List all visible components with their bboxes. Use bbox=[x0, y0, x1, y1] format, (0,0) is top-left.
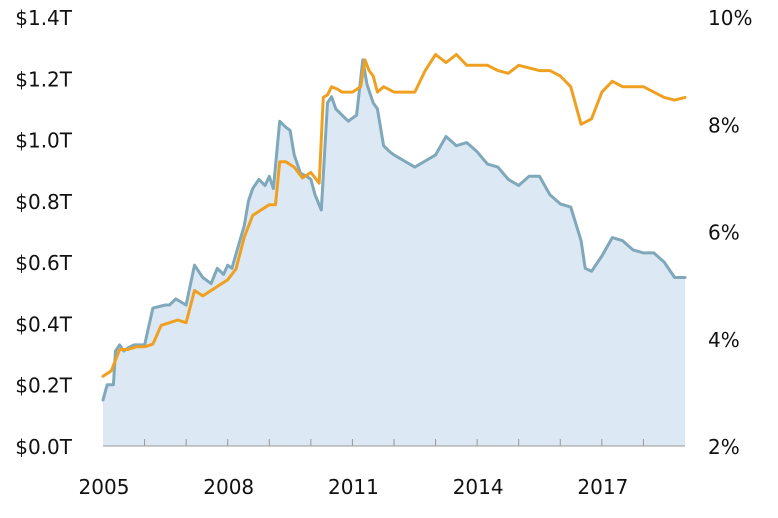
axis-layer bbox=[103, 439, 685, 447]
left-y-tick-label: $1.0T bbox=[15, 129, 73, 153]
left-y-tick-label: $1.2T bbox=[15, 67, 73, 91]
right-y-tick-label: 8% bbox=[708, 113, 740, 137]
tick-layer: 2005 2008 2011 2014 2017 $0.0T $0.2T $0.4T $0.6T… bbox=[15, 6, 752, 499]
right-y-tick-label: 2% bbox=[708, 435, 740, 459]
x-tick-label: 2014 bbox=[453, 475, 504, 499]
right-y-tick-label: 4% bbox=[708, 328, 740, 352]
left-y-tick-label: $0.6T bbox=[15, 251, 73, 275]
series-0-area bbox=[103, 59, 685, 447]
left-y-tick-label: $1.4T bbox=[15, 6, 73, 30]
left-y-tick-label: $0.8T bbox=[15, 190, 73, 214]
series-0-line bbox=[101, 58, 687, 402]
right-y-tick-label: 10% bbox=[708, 6, 752, 30]
x-tick-label: 2008 bbox=[203, 475, 254, 499]
left-y-tick-label: $0.4T bbox=[15, 312, 73, 336]
left-y-tick-label: $0.2T bbox=[15, 374, 73, 398]
left-y-tick-label: $0.0T bbox=[15, 435, 73, 459]
x-tick-label: 2005 bbox=[79, 475, 130, 499]
series-1-line bbox=[101, 53, 687, 378]
x-tick-label: 2011 bbox=[328, 475, 379, 499]
x-tick-label: 2017 bbox=[577, 475, 628, 499]
right-y-tick-label: 6% bbox=[708, 221, 740, 245]
series-layer bbox=[101, 53, 687, 447]
